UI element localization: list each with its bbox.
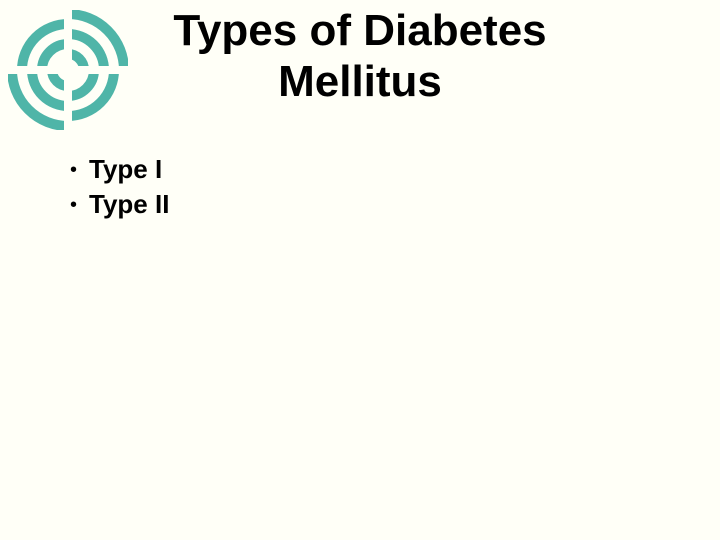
bullet-marker-icon: • (70, 195, 77, 215)
slide-title: Types of Diabetes Mellitus (0, 6, 720, 107)
title-line-1: Types of Diabetes (173, 6, 546, 55)
bullet-marker-icon: • (70, 160, 77, 180)
list-item: • Type I (70, 154, 169, 185)
bullet-text: Type I (89, 154, 162, 185)
title-line-2: Mellitus (278, 57, 442, 106)
bullet-text: Type II (89, 189, 169, 220)
list-item: • Type II (70, 189, 169, 220)
bullet-list: • Type I • Type II (70, 154, 169, 224)
